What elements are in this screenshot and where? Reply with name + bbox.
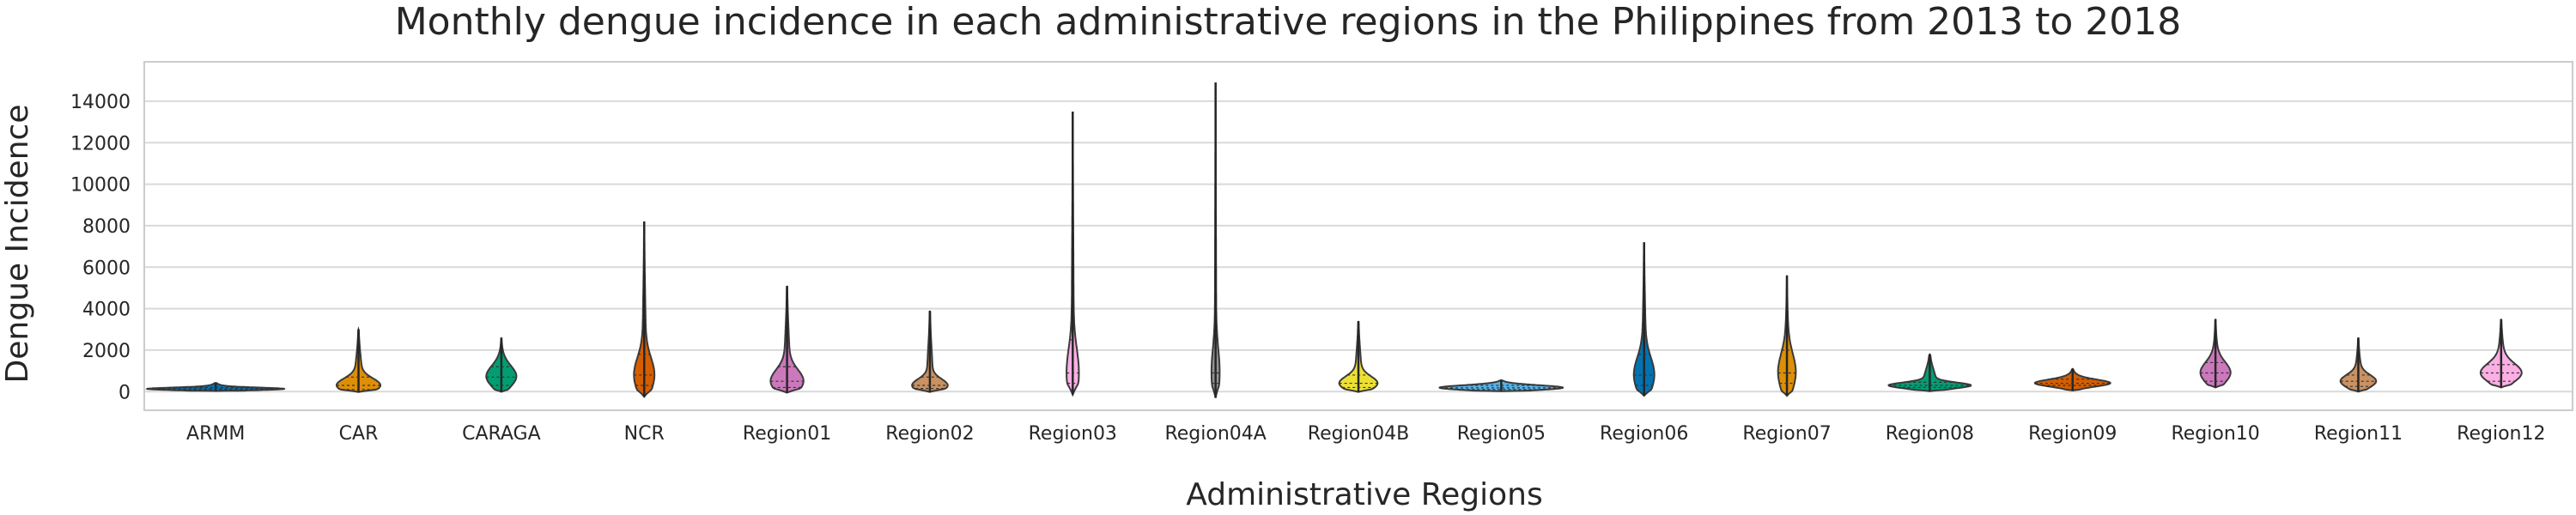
x-tick-label: Region06 xyxy=(1600,423,1688,445)
x-tick-label: Region04B xyxy=(1308,423,1409,445)
x-tick-label: Region05 xyxy=(1457,423,1546,445)
y-tick-label: 6000 xyxy=(82,258,131,279)
x-tick-label: Region01 xyxy=(743,423,831,445)
y-tick-label: 0 xyxy=(118,382,131,403)
x-tick-label: Region12 xyxy=(2457,423,2545,445)
y-tick-label: 12000 xyxy=(70,133,131,154)
x-tick-label: Region02 xyxy=(885,423,974,445)
violins xyxy=(145,82,2523,398)
y-tick-label: 14000 xyxy=(70,92,131,113)
x-tick-label: Region03 xyxy=(1029,423,1117,445)
x-tick-label: Region09 xyxy=(2028,423,2117,445)
x-axis-label: Administrative Regions xyxy=(1186,477,1542,512)
chart-title: Monthly dengue incidence in each adminis… xyxy=(395,0,2182,44)
y-tick-label: 2000 xyxy=(82,341,131,362)
x-tick-label: CARAGA xyxy=(462,423,541,445)
x-tick-label: CAR xyxy=(339,423,379,445)
y-tick-labels: 0 2000 4000 6000 8000 10000 12000 14000 xyxy=(70,92,131,403)
x-tick-label: Region04A xyxy=(1164,423,1266,445)
x-tick-label: NCR xyxy=(624,423,665,445)
y-tick-label: 8000 xyxy=(82,216,131,238)
x-tick-label: Region08 xyxy=(1886,423,1974,445)
gridlines xyxy=(144,100,2573,393)
x-tick-label: Region11 xyxy=(2314,423,2403,445)
y-axis-label: Dengue Incidence xyxy=(0,105,35,384)
plot-frame xyxy=(143,61,2573,411)
y-tick-label: 10000 xyxy=(70,175,131,197)
x-tick-label: Region07 xyxy=(1742,423,1831,445)
x-tick-labels: ARMM CAR CARAGA NCR Region01 Region02 Region03… xyxy=(186,423,2545,445)
x-tick-label: ARMM xyxy=(186,423,245,445)
x-tick-label: Region10 xyxy=(2171,423,2259,445)
y-tick-label: 4000 xyxy=(82,300,131,321)
